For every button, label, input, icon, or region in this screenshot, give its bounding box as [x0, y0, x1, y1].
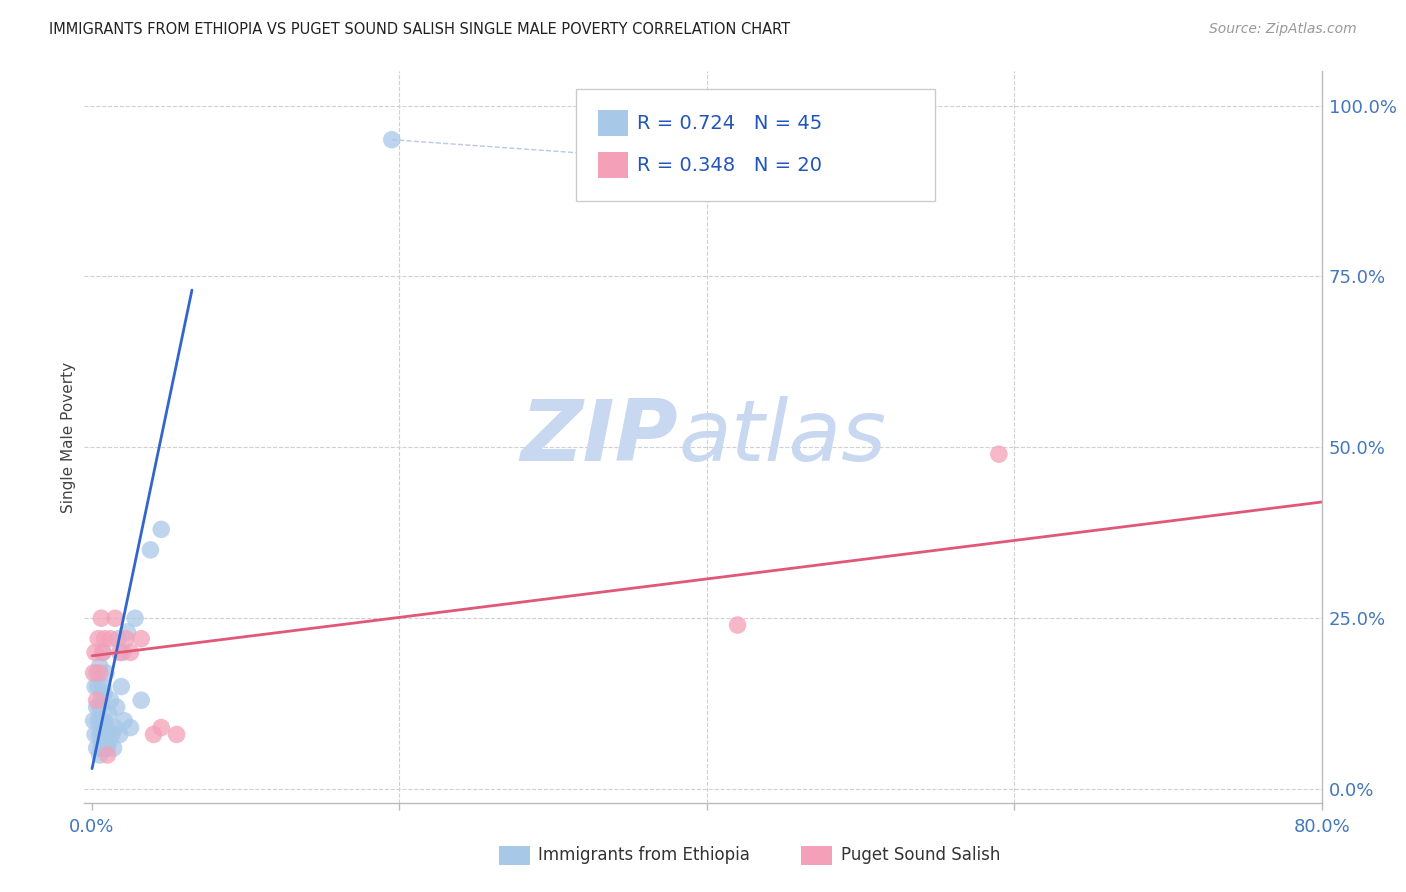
- Text: ZIP: ZIP: [520, 395, 678, 479]
- Point: [120, 645, 142, 659]
- Point: [93, 632, 115, 646]
- Point: [987, 447, 1010, 461]
- Point: [104, 611, 127, 625]
- Point: [142, 727, 165, 741]
- Point: [90, 611, 112, 625]
- Point: [90, 741, 112, 756]
- Point: [84, 645, 107, 659]
- Point: [150, 721, 173, 735]
- Point: [89, 700, 111, 714]
- Point: [83, 665, 105, 680]
- Point: [86, 741, 108, 756]
- Point: [87, 714, 110, 728]
- Point: [86, 665, 108, 680]
- Point: [97, 706, 120, 721]
- Point: [83, 714, 105, 728]
- Point: [110, 680, 132, 694]
- Point: [105, 700, 128, 714]
- Text: Source: ZipAtlas.com: Source: ZipAtlas.com: [1209, 22, 1357, 37]
- Point: [87, 632, 110, 646]
- Point: [89, 665, 111, 680]
- Point: [91, 680, 114, 694]
- Point: [94, 665, 117, 680]
- Point: [96, 721, 118, 735]
- Point: [381, 133, 404, 147]
- Point: [90, 734, 112, 748]
- Point: [86, 700, 108, 714]
- Point: [89, 659, 111, 673]
- Point: [87, 680, 110, 694]
- Point: [93, 686, 115, 700]
- Text: atlas: atlas: [678, 395, 886, 479]
- Point: [96, 747, 118, 762]
- Point: [93, 741, 115, 756]
- Point: [94, 727, 117, 741]
- Point: [97, 734, 120, 748]
- Text: R = 0.348   N = 20: R = 0.348 N = 20: [637, 155, 823, 175]
- Point: [90, 714, 112, 728]
- Point: [120, 721, 142, 735]
- Point: [112, 714, 135, 728]
- Point: [103, 741, 125, 756]
- Point: [84, 727, 107, 741]
- Point: [108, 727, 131, 741]
- Point: [84, 680, 107, 694]
- Point: [104, 721, 127, 735]
- Point: [91, 645, 114, 659]
- Point: [89, 747, 111, 762]
- Point: [100, 632, 122, 646]
- Point: [124, 611, 146, 625]
- Point: [117, 624, 139, 639]
- Point: [139, 542, 162, 557]
- Point: [91, 645, 114, 659]
- Point: [150, 522, 173, 536]
- Point: [129, 632, 152, 646]
- Point: [166, 727, 188, 741]
- Point: [107, 632, 129, 646]
- Point: [108, 645, 131, 659]
- Point: [90, 693, 112, 707]
- Point: [115, 632, 138, 646]
- Point: [89, 727, 111, 741]
- Point: [101, 727, 124, 741]
- Point: [91, 727, 114, 741]
- Text: Puget Sound Salish: Puget Sound Salish: [841, 847, 1000, 864]
- Point: [96, 741, 118, 756]
- Point: [129, 693, 152, 707]
- Text: Immigrants from Ethiopia: Immigrants from Ethiopia: [538, 847, 751, 864]
- Point: [727, 618, 749, 632]
- Point: [111, 645, 134, 659]
- Point: [93, 714, 115, 728]
- Point: [100, 693, 122, 707]
- Text: R = 0.724   N = 45: R = 0.724 N = 45: [637, 113, 823, 133]
- Text: IMMIGRANTS FROM ETHIOPIA VS PUGET SOUND SALISH SINGLE MALE POVERTY CORRELATION C: IMMIGRANTS FROM ETHIOPIA VS PUGET SOUND …: [49, 22, 790, 37]
- Y-axis label: Single Male Poverty: Single Male Poverty: [60, 361, 76, 513]
- Point: [86, 693, 108, 707]
